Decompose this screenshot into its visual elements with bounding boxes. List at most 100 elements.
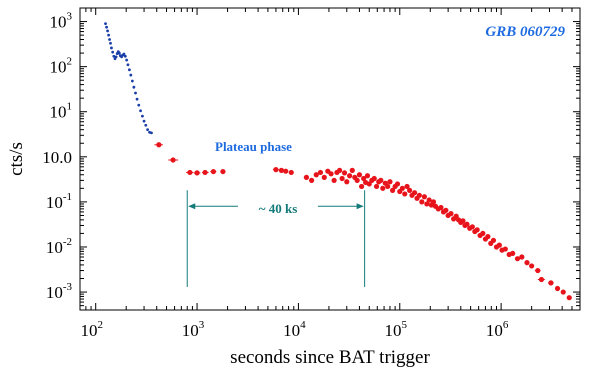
- data-point: [421, 194, 428, 200]
- data-point: [156, 142, 162, 148]
- data-point: [146, 128, 149, 132]
- y-tick-label: 10-3: [46, 281, 73, 302]
- data-point: [108, 38, 111, 41]
- data-point: [139, 109, 142, 113]
- data-point: [387, 179, 393, 185]
- data-point: [430, 199, 437, 205]
- data-point: [339, 175, 345, 182]
- data-point: [134, 91, 137, 95]
- data-point: [309, 177, 315, 183]
- arrowhead-right-icon: [356, 203, 364, 210]
- data-point: [361, 175, 367, 182]
- data-point: [141, 114, 144, 118]
- data-point: [502, 246, 508, 252]
- data-point: [123, 54, 127, 58]
- data-point: [130, 79, 134, 83]
- data-point: [496, 242, 502, 248]
- data-point: [474, 227, 480, 233]
- data-point: [390, 187, 396, 193]
- x-tick-label: 103: [182, 319, 205, 340]
- x-axis-label: seconds since BAT trigger: [230, 347, 430, 368]
- data-point: [344, 179, 350, 185]
- data-point: [416, 192, 422, 198]
- data-point: [378, 177, 384, 183]
- data-point: [560, 289, 566, 295]
- data-point: [117, 51, 121, 55]
- data-point: [111, 50, 115, 54]
- data-point: [317, 169, 324, 176]
- data-point: [220, 168, 226, 175]
- data-point: [106, 29, 109, 33]
- data-point: [127, 68, 131, 72]
- interval-label: ~ 40 ks: [259, 201, 298, 216]
- chart-title: GRB 060729: [485, 24, 565, 40]
- data-point: [109, 41, 112, 45]
- data-point: [125, 58, 129, 62]
- y-tick-label: 103: [50, 11, 73, 32]
- data-point: [460, 218, 466, 224]
- x-tick-label: 105: [385, 319, 408, 340]
- data-point: [364, 173, 371, 179]
- y-tick-label: 101: [50, 101, 73, 122]
- data-point: [347, 173, 353, 179]
- data-point: [380, 185, 386, 191]
- data-point: [331, 177, 337, 183]
- data-point: [112, 54, 116, 58]
- data-point: [114, 55, 118, 59]
- data-point: [480, 230, 486, 237]
- data-point: [406, 187, 413, 193]
- data-point: [104, 22, 107, 26]
- data-point: [210, 168, 217, 175]
- data-point: [150, 131, 153, 135]
- data-point: [328, 171, 334, 177]
- data-point: [490, 237, 497, 243]
- data-point: [278, 167, 285, 173]
- data-point: [424, 201, 430, 207]
- data-point: [107, 33, 110, 37]
- data-point: [283, 168, 289, 174]
- data-point: [538, 276, 545, 283]
- data-point: [135, 97, 139, 101]
- data-point: [110, 46, 113, 50]
- x-tick-label: 104: [283, 319, 306, 340]
- data-point: [313, 172, 319, 178]
- data-point: [510, 250, 516, 257]
- data-point: [438, 204, 444, 211]
- data-point: [394, 181, 401, 187]
- data-point: [548, 280, 554, 286]
- data-point: [349, 167, 355, 173]
- y-tick-label: 102: [50, 56, 73, 77]
- data-point: [443, 207, 449, 213]
- data-point: [129, 73, 133, 77]
- data-point: [402, 191, 408, 197]
- data-point: [341, 170, 348, 176]
- data-point: [411, 190, 418, 196]
- data-point: [132, 85, 136, 89]
- data-point: [356, 172, 363, 178]
- data-point: [529, 263, 535, 269]
- data-point: [105, 25, 108, 29]
- data-point: [399, 185, 405, 191]
- data-point: [404, 183, 410, 190]
- data-point: [485, 233, 491, 240]
- data-point: [142, 119, 146, 123]
- data-point: [303, 174, 310, 180]
- data-point: [273, 167, 279, 173]
- data-point: [448, 211, 454, 217]
- data-point: [144, 123, 148, 127]
- data-point: [354, 177, 360, 183]
- x-tick-label: 106: [486, 319, 509, 340]
- data-point: [194, 170, 200, 176]
- data-point: [419, 199, 425, 205]
- data-point: [469, 224, 475, 230]
- plateau-label: Plateau phase: [215, 139, 292, 154]
- y-axis-label: cts/s: [6, 142, 27, 176]
- data-point: [373, 183, 380, 190]
- data-point: [337, 167, 343, 173]
- y-tick-label: 10-2: [46, 236, 72, 257]
- data-point: [426, 197, 432, 203]
- data-point: [321, 174, 327, 180]
- data-point: [137, 103, 141, 107]
- data-point: [519, 254, 525, 260]
